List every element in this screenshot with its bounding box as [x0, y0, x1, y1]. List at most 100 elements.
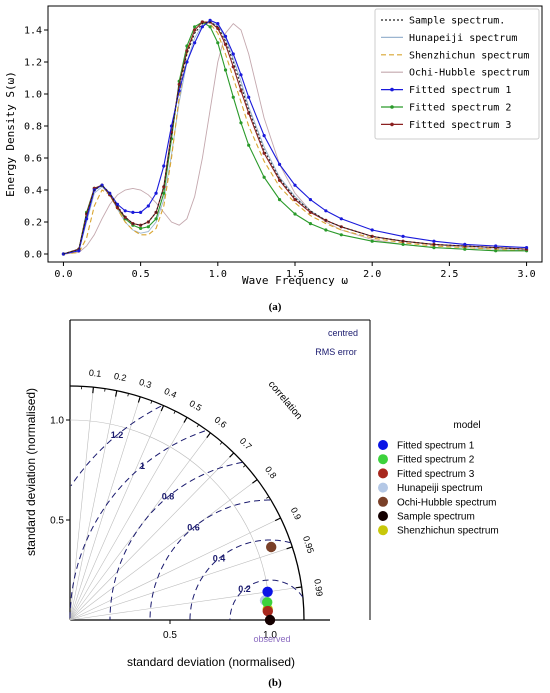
- correlation-ray: [69, 432, 211, 621]
- correlation-tick-label: 0.3: [138, 377, 153, 390]
- legend-marker-fitted3: [390, 122, 394, 127]
- rms-title-line2: RMS error: [315, 347, 357, 357]
- series-line-fitted1: [63, 19, 527, 255]
- y-tick-label-a: 0.2: [24, 218, 42, 229]
- correlation-minor-tick: [266, 496, 270, 499]
- rms-contour: [149, 499, 270, 620]
- y-tick-label-a: 0.4: [24, 186, 42, 197]
- legend-title-b: model: [453, 420, 480, 431]
- correlation-ray: [69, 390, 118, 621]
- rms-contour-label: 0.6: [187, 523, 200, 533]
- legend-marker-b-p4: [378, 482, 388, 493]
- correlation-tick: [137, 396, 141, 403]
- correlation-tick: [206, 432, 211, 438]
- series-point-fitted1: [185, 60, 189, 64]
- legend-label-hunapeiji: Hunapeiji spectrum: [409, 33, 517, 44]
- series-point-fitted2: [432, 246, 436, 250]
- series-point-fitted2: [463, 247, 467, 251]
- series-point-fitted2: [494, 249, 498, 253]
- series-point-fitted1: [494, 244, 498, 248]
- correlation-tick-label: 0.6: [213, 414, 229, 430]
- correlation-ray: [69, 387, 94, 621]
- correlation-tick: [286, 546, 293, 550]
- correlation-label: correlation: [266, 379, 304, 422]
- series-point-fitted1: [370, 228, 374, 232]
- legend-label-b-p3: Fitted spectrum 3: [397, 469, 475, 480]
- rms-contour: [109, 461, 243, 620]
- series-point-fitted1: [277, 162, 282, 166]
- series-point-fitted2: [324, 228, 328, 232]
- x-tick-label-a: 1.5: [286, 269, 304, 280]
- correlation-minor-tick: [289, 546, 293, 549]
- legend-label-b-p1: Fitted spectrum 1: [397, 441, 475, 452]
- rms-contour-label: 1.2: [111, 430, 124, 440]
- taylor-point-p3: [262, 605, 273, 617]
- series-point-fitted2: [239, 121, 243, 125]
- legend-marker-b-p3: [378, 468, 388, 479]
- std-arc: [69, 419, 271, 621]
- series-point-fitted3: [193, 28, 197, 32]
- series-point-fitted2: [216, 41, 220, 45]
- correlation-tick-label: 0.9: [289, 506, 303, 522]
- series-point-fitted2: [208, 25, 212, 29]
- legend-marker-b-p5: [378, 496, 388, 507]
- correlation-tick-label: 0.8: [263, 464, 279, 480]
- series-point-fitted1: [208, 18, 212, 22]
- series-point-fitted1: [432, 239, 436, 243]
- legend-label-ochi: Ochi-Hubble spectrum: [409, 68, 529, 79]
- legend-label-fitted3: Fitted spectrum 3: [409, 120, 511, 131]
- y-tick-label-a: 1.2: [24, 58, 42, 69]
- correlation-tick-label: 0.95: [301, 535, 316, 555]
- series-line-sample: [63, 21, 527, 255]
- legend-label-b-p2: Fitted spectrum 2: [397, 455, 475, 466]
- legend-marker-fitted1: [390, 87, 394, 92]
- series-point-fitted1: [401, 234, 405, 238]
- correlation-tick: [92, 387, 94, 394]
- legend-marker-b-p7: [378, 525, 388, 536]
- rms-contour-label: 0.8: [162, 492, 175, 502]
- correlation-minor-tick: [173, 410, 176, 414]
- taylor-point-p6: [264, 614, 276, 626]
- series-point-fitted2: [185, 44, 189, 48]
- series-point-fitted3: [200, 20, 204, 24]
- rms-contour: [70, 405, 162, 487]
- panel-label-a: (a): [269, 301, 282, 313]
- x-tick-label-a: 3.0: [518, 269, 536, 280]
- correlation-tick: [115, 390, 118, 397]
- series-point-fitted1: [77, 249, 81, 253]
- correlation-ray: [69, 586, 302, 621]
- correlation-minor-tick: [127, 393, 129, 397]
- correlation-minor-tick: [150, 400, 153, 404]
- observed-label: observed: [253, 634, 290, 644]
- y-tick-label-a: 1.4: [24, 26, 42, 37]
- correlation-tick-label: 0.2: [113, 371, 127, 383]
- taylor-point-p1: [262, 586, 273, 597]
- rms-contour-label: 0.2: [238, 584, 251, 594]
- series-point-fitted1: [324, 209, 328, 213]
- correlation-tick-label: 0.4: [163, 386, 178, 400]
- x-tick-label-a: 0.5: [132, 269, 150, 280]
- legend-marker-b-p2: [378, 454, 388, 465]
- series-point-fitted2: [247, 143, 251, 147]
- x-tick-label-a: 1.0: [209, 269, 227, 280]
- rms-title-line1: centred: [328, 328, 358, 338]
- series-point-fitted2: [146, 225, 150, 229]
- series-point-fitted2: [231, 95, 235, 99]
- series-point-fitted2: [308, 222, 313, 226]
- legend-label-fitted1: Fitted spectrum 1: [409, 85, 511, 96]
- legend-a: Sample spectrum. Hunapeiji spectrum Shenzh…: [374, 8, 540, 140]
- legend-label-b-p6: Sample spectrum: [397, 512, 475, 523]
- correlation-ray: [69, 452, 235, 621]
- legend-label-sample: Sample spectrum.: [409, 16, 505, 27]
- correlation-tick-label: 0.99: [312, 578, 324, 597]
- correlation-ray: [69, 417, 188, 621]
- correlation-tick: [252, 479, 258, 484]
- series-point-fitted1: [231, 52, 235, 56]
- series-point-fitted2: [370, 239, 374, 243]
- x-axis-label-a: Wave Frequency ω: [242, 274, 348, 287]
- x-tick-label-a: 2.0: [363, 269, 381, 280]
- y-tick-label-a: 1.0: [24, 90, 42, 101]
- x-tick-label-b: 0.5: [163, 630, 177, 641]
- series-point-fitted1: [139, 210, 143, 214]
- correlation-minor-tick: [242, 464, 246, 468]
